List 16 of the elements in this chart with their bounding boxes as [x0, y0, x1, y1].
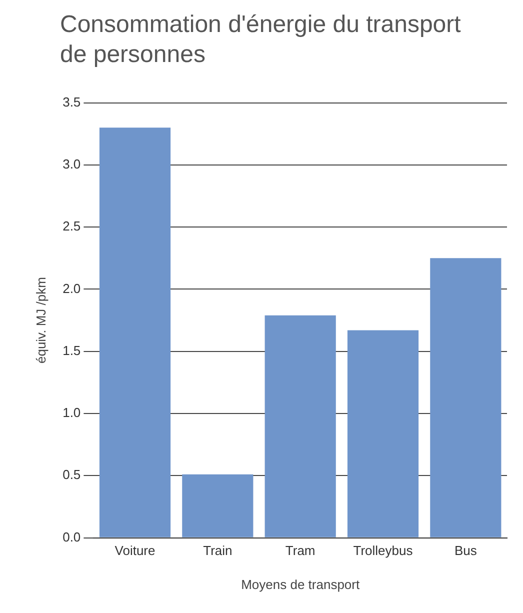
y-tick-label: 2.5 — [62, 218, 81, 234]
x-tick-label: Train — [203, 543, 232, 558]
y-tick-label: 3.0 — [62, 156, 81, 172]
y-tick-label: 1.0 — [62, 405, 81, 420]
chart-title: Consommation d'énergie du transport de personnes — [60, 10, 462, 70]
x-axis-title: Moyens de transport — [241, 576, 360, 592]
y-tick-label: 2.0 — [62, 280, 81, 296]
x-tick-label: Voiture — [114, 543, 156, 558]
y-axis-title: équiv. MJ /pkm — [33, 277, 48, 364]
y-tick-label: 0.5 — [62, 467, 81, 482]
y-tick-label: 1.5 — [62, 342, 81, 358]
x-tick-label: Trolleybus — [353, 543, 414, 558]
y-tick-label: 0.0 — [62, 529, 81, 544]
x-tick-label: Bus — [454, 543, 478, 558]
y-tick-label: 3.5 — [62, 94, 81, 110]
x-tick-label: Tram — [285, 543, 316, 558]
